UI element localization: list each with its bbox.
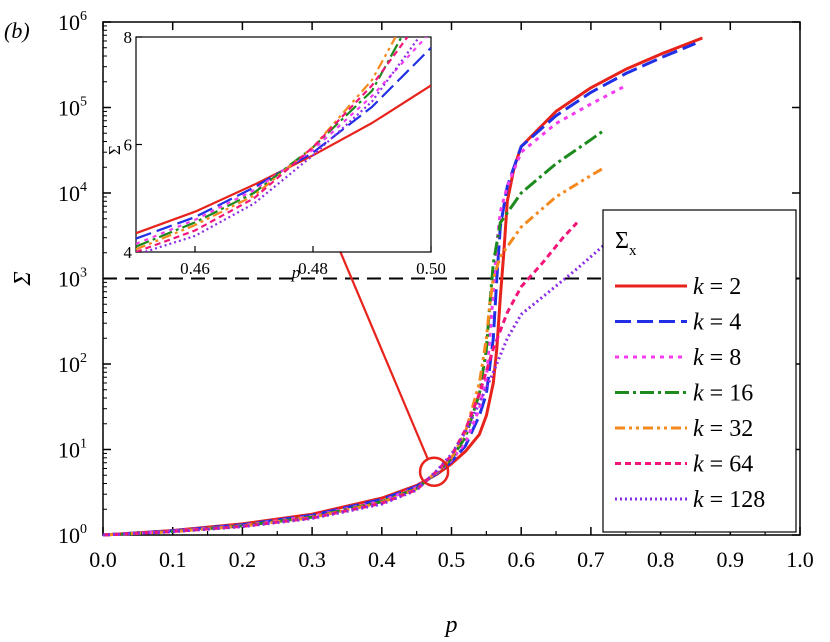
y-tick-label: 100 bbox=[58, 522, 87, 548]
legend-title: Σx bbox=[615, 228, 637, 259]
x-tick-label: 0.9 bbox=[717, 547, 745, 572]
x-tick-label: 0.3 bbox=[298, 547, 326, 572]
y-axis-label: Σ bbox=[10, 271, 36, 286]
annotation-circle bbox=[418, 456, 450, 487]
legend-label-k32: k = 32 bbox=[693, 416, 753, 442]
legend-box bbox=[602, 209, 797, 533]
legend-label-k128: k = 128 bbox=[693, 487, 765, 513]
series-line-k32 bbox=[102, 166, 606, 537]
legend-label-k64: k = 64 bbox=[693, 452, 753, 478]
inset-series-line bbox=[136, 37, 409, 252]
x-tick-label: 0.8 bbox=[647, 547, 675, 572]
y-tick-label: 105 bbox=[58, 95, 87, 121]
series-line-k128 bbox=[102, 217, 627, 537]
legend-label-k8: k = 8 bbox=[693, 345, 741, 371]
x-tick-label: 0.5 bbox=[438, 547, 466, 572]
x-tick-label: 0.4 bbox=[368, 547, 396, 572]
inset-series-line bbox=[140, 37, 421, 252]
inset-series-line bbox=[136, 37, 397, 251]
inset-y-tick-label: 8 bbox=[124, 28, 133, 47]
x-tick-label: 0.0 bbox=[89, 547, 117, 572]
inset-y-tick-label: 4 bbox=[124, 243, 133, 262]
main-plot: 0.0 0.1 0.2 0.3 0.4 0.5 0.6 0.7 0.8 0.9 1.0 100 101 1… bbox=[10, 9, 814, 638]
series-line-k2 bbox=[102, 36, 703, 537]
inset-x-tick-label: 0.50 bbox=[416, 259, 446, 278]
inset-y-axis-label: Σ bbox=[105, 145, 124, 155]
inset-plot: 0.46 0.48 0.50 4 6 8 p Σ bbox=[105, 28, 446, 282]
x-tick-label: 1.0 bbox=[786, 547, 814, 572]
y-tick-label: 103 bbox=[58, 266, 87, 292]
inset-x-tick-label: 0.46 bbox=[180, 259, 210, 278]
inset-frame bbox=[135, 36, 432, 253]
y-tick-label: 104 bbox=[58, 180, 87, 206]
x-tick-label: 0.6 bbox=[507, 547, 535, 572]
legend-label-k4: k = 4 bbox=[693, 310, 741, 336]
inset-series-line bbox=[136, 37, 403, 248]
x-tick-label: 0.1 bbox=[159, 547, 187, 572]
inset-y-tick-label: 6 bbox=[124, 136, 133, 155]
y-tick-label: 102 bbox=[58, 351, 87, 377]
inset-x-tick-label: 0.48 bbox=[298, 259, 328, 278]
legend-label-k16: k = 16 bbox=[693, 381, 753, 407]
series-line-k8 bbox=[102, 84, 627, 537]
x-tick-label: 0.7 bbox=[577, 547, 605, 572]
y-tick-label: 106 bbox=[58, 9, 87, 35]
inset-series-group bbox=[136, 37, 431, 252]
series-line-k64 bbox=[102, 221, 579, 537]
panel-label: (b) bbox=[4, 18, 30, 43]
x-axis-label: p bbox=[444, 612, 458, 638]
legend: Σx k = 2 k = 4 k = 8 k = 16 k = 32 k = 64 k = 1… bbox=[602, 209, 797, 533]
legend-label-k2: k = 2 bbox=[693, 274, 741, 300]
inset-x-axis-label: p bbox=[291, 263, 301, 282]
x-tick-label: 0.2 bbox=[229, 547, 257, 572]
y-tick-label: 101 bbox=[58, 437, 87, 463]
